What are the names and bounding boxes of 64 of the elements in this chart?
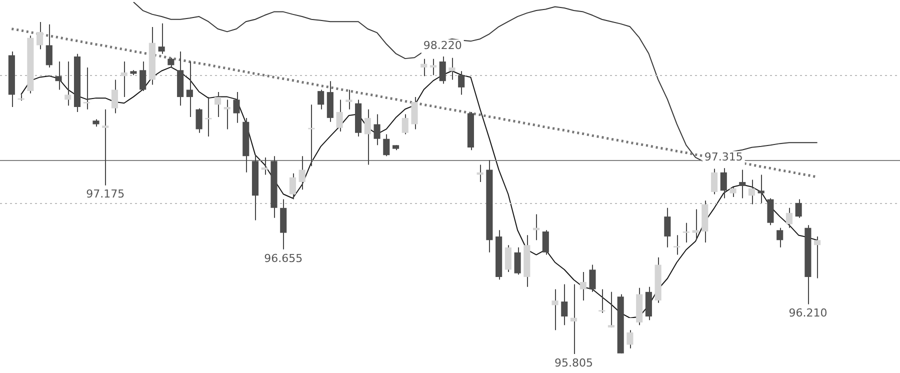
annotation: 95.805	[554, 356, 594, 370]
candlestick	[504, 244, 512, 272]
candlestick	[64, 61, 72, 106]
candlestick	[411, 96, 418, 130]
candlestick	[710, 168, 718, 195]
candlestick	[608, 291, 615, 328]
candlestick	[364, 108, 371, 166]
candlestick	[205, 96, 212, 138]
candlestick	[692, 208, 699, 241]
candlestick	[682, 222, 690, 243]
candlestick	[383, 134, 390, 157]
annotation: 98.220	[423, 38, 462, 52]
candlestick	[214, 92, 222, 118]
candlestick	[111, 79, 118, 114]
candlestick	[626, 330, 634, 349]
candlestick	[552, 288, 558, 331]
candlestick	[448, 57, 456, 80]
candlestick	[196, 108, 202, 134]
candlestick	[748, 179, 756, 205]
candlestick	[336, 99, 343, 132]
annotation: 97.315	[704, 150, 743, 164]
candlestick	[168, 57, 174, 68]
candlestick	[570, 284, 578, 354]
candlestick	[298, 156, 306, 190]
candlestick	[233, 92, 240, 124]
candlestick	[289, 172, 296, 200]
candlestick	[786, 207, 792, 228]
candlestick	[224, 99, 230, 130]
candlestick	[158, 22, 165, 54]
candlestick	[102, 108, 109, 186]
candlestick	[402, 114, 408, 135]
candlestick	[83, 66, 90, 110]
candlestick	[458, 70, 465, 96]
candlestick	[439, 56, 446, 84]
candlestick	[186, 61, 193, 118]
candlestick	[664, 207, 671, 248]
candlestick	[767, 198, 774, 226]
candlestick	[561, 284, 568, 326]
candlestick	[814, 236, 821, 279]
candlestick	[420, 58, 428, 77]
annotation: 97.175	[86, 188, 125, 201]
candlestick	[36, 22, 44, 50]
candlestick	[430, 58, 437, 76]
candlestick	[514, 246, 521, 276]
candlestick	[776, 227, 784, 248]
candlestick	[346, 89, 352, 110]
candlestick	[580, 271, 586, 302]
annotation: 96.210	[788, 306, 828, 320]
candlestick	[542, 230, 549, 256]
candlestick	[674, 234, 680, 256]
annotation: 96.655	[264, 252, 303, 265]
candlestick	[374, 114, 380, 146]
candlestick	[730, 186, 736, 198]
candlestick	[140, 61, 146, 92]
candlestick	[55, 61, 62, 90]
candlestick	[120, 61, 128, 98]
candlestick	[46, 24, 52, 68]
candlestick	[720, 168, 727, 199]
candlestick	[318, 89, 324, 110]
candlestick	[795, 198, 802, 218]
candlestick	[758, 174, 764, 204]
candlestick	[739, 169, 746, 199]
candlestick	[598, 288, 606, 314]
candlestick	[589, 264, 596, 292]
